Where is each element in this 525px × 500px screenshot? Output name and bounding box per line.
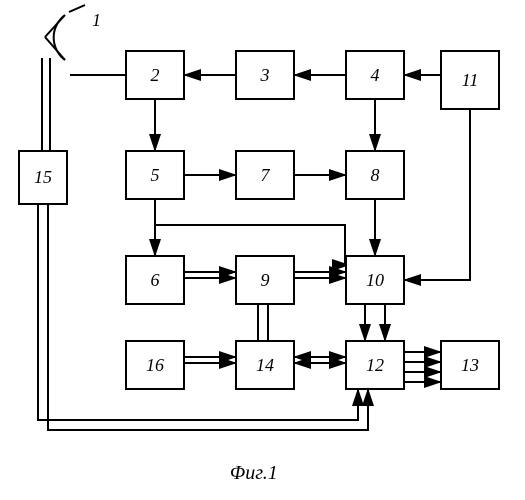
node-9: 9 bbox=[235, 255, 295, 305]
node-13: 13 bbox=[440, 340, 500, 390]
node-16: 16 bbox=[125, 340, 185, 390]
node-10: 10 bbox=[345, 255, 405, 305]
node-6: 6 bbox=[125, 255, 185, 305]
node-3: 3 bbox=[235, 50, 295, 100]
node-15: 15 bbox=[18, 150, 68, 205]
node-12: 12 bbox=[345, 340, 405, 390]
node-14: 14 bbox=[235, 340, 295, 390]
node-5: 5 bbox=[125, 150, 185, 200]
node-8: 8 bbox=[345, 150, 405, 200]
antenna-label: 1 bbox=[92, 10, 101, 31]
node-4: 4 bbox=[345, 50, 405, 100]
node-2: 2 bbox=[125, 50, 185, 100]
node-7: 7 bbox=[235, 150, 295, 200]
figure-caption: Φиг.1 bbox=[230, 462, 278, 485]
node-11: 11 bbox=[440, 50, 500, 110]
